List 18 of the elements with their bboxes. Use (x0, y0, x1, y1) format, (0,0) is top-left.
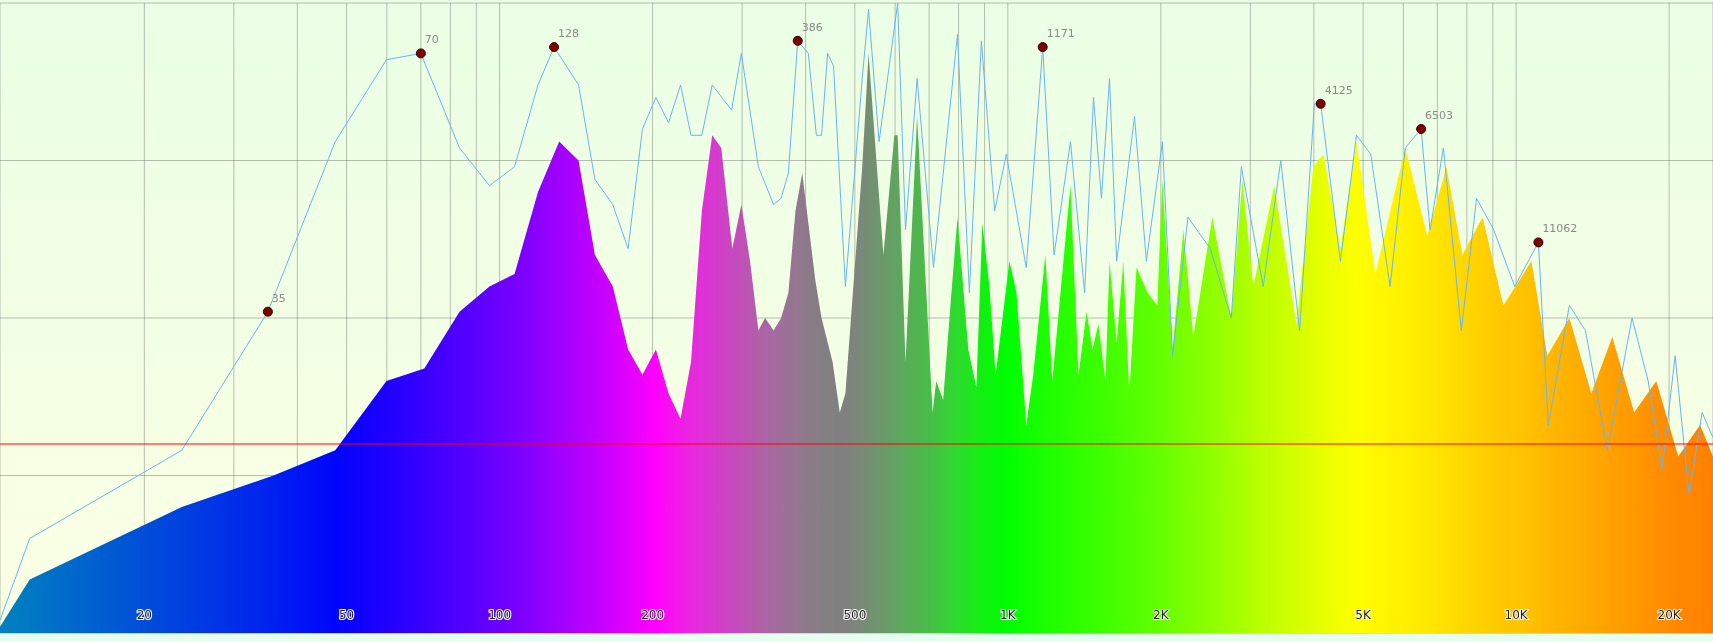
annotation: 1171 (1046, 27, 1075, 40)
x-tick-label: 20 (136, 607, 152, 622)
annotation: 386 (801, 20, 823, 34)
x-tick-label: 500 (843, 607, 867, 622)
annotation: 6503 (1425, 108, 1454, 122)
x-tick-label: 10K (1504, 607, 1529, 622)
x-tick-label: 2K (1153, 607, 1170, 622)
x-tick-label: 20K (1657, 607, 1682, 622)
x-tick-label: 5K (1355, 607, 1372, 622)
annotation: 128 (558, 27, 580, 40)
x-tick-label: 200 (641, 607, 665, 622)
annotation: 4125 (1324, 83, 1353, 97)
annotation: 11062 (1542, 222, 1578, 236)
x-tick-label: 100 (488, 607, 512, 622)
x-tick-label: 50 (338, 607, 355, 622)
annotation: 70 (424, 33, 439, 47)
x-tick-label: 1K (1000, 607, 1017, 622)
annotation: 35 (271, 291, 286, 305)
